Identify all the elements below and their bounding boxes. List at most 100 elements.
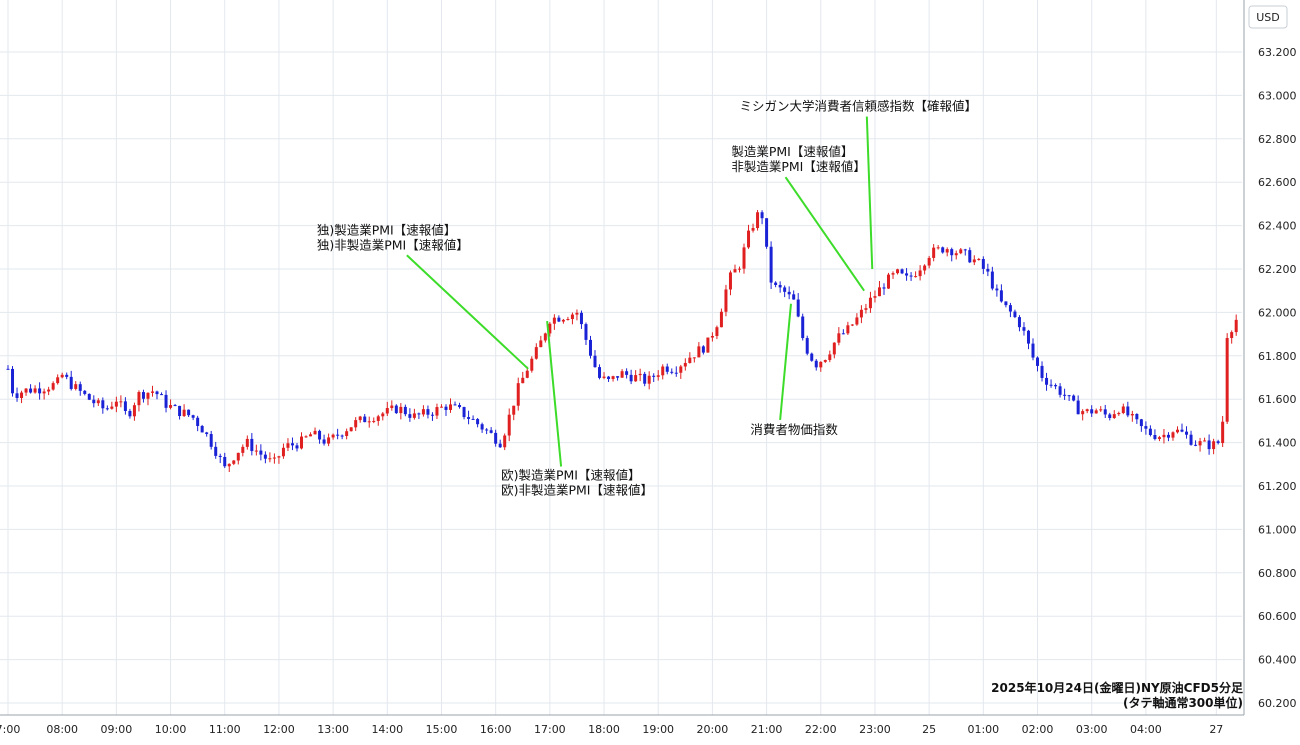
candle-body	[1081, 411, 1085, 415]
x-tick-label: 20:00	[697, 723, 729, 736]
grid	[0, 0, 1242, 715]
candle-body	[385, 408, 389, 414]
candle-body	[430, 414, 434, 416]
candle-body	[272, 457, 276, 459]
candle-body	[1144, 426, 1148, 429]
candle-body	[480, 424, 484, 430]
candle-body	[914, 276, 918, 278]
candle-body	[977, 259, 981, 261]
candle-body	[1212, 441, 1216, 450]
candle-body	[972, 259, 976, 263]
candle-body	[485, 429, 489, 431]
candle-body	[38, 388, 42, 394]
candle-body	[927, 257, 931, 266]
candle-body	[692, 357, 696, 359]
candle-body	[494, 432, 498, 444]
candle-body	[187, 409, 191, 416]
currency-unit-label: USD	[1256, 11, 1280, 24]
candle-body	[1090, 409, 1094, 414]
candle-body	[83, 390, 87, 394]
candle-body	[611, 376, 615, 380]
candle-body	[449, 404, 453, 410]
candle-body	[74, 384, 78, 389]
candle-body	[670, 371, 674, 373]
candle-body	[489, 430, 493, 433]
event-leader-line	[784, 176, 865, 292]
candle-body	[259, 450, 263, 455]
candle-body	[1108, 414, 1112, 418]
candle-body	[345, 431, 349, 437]
x-tick-label: 03:00	[1076, 723, 1108, 736]
event-annotation: ミシガン大学消費者信頼感指数【確報値】	[739, 99, 977, 270]
candle-body	[498, 443, 502, 448]
candle-body	[710, 335, 714, 338]
candle-body	[679, 366, 683, 373]
event-annotation-text: 欧)非製造業PMI【速報値】	[501, 482, 653, 497]
candle-body	[719, 311, 723, 328]
candle-body	[1040, 365, 1044, 378]
candle-body	[805, 338, 809, 354]
candle-body	[408, 414, 412, 418]
candle-body	[1189, 434, 1193, 445]
candle-body	[1058, 386, 1062, 395]
candle-body	[950, 249, 954, 256]
candle-body	[1008, 305, 1012, 312]
candle-body	[706, 337, 710, 353]
candle-body	[467, 417, 471, 419]
candle-body	[756, 212, 760, 229]
candle-body	[277, 456, 281, 458]
candle-body	[1139, 419, 1143, 427]
candle-body	[132, 405, 136, 417]
candle-body	[986, 268, 990, 272]
candle-body	[751, 228, 755, 231]
candle-body	[178, 405, 182, 417]
y-tick-label: 62.600	[1258, 176, 1297, 189]
x-tick-label: 16:00	[480, 723, 512, 736]
candle-body	[372, 420, 376, 422]
candle-body	[859, 309, 863, 318]
candle-body	[747, 230, 751, 248]
candle-body	[250, 438, 254, 452]
candle-body	[453, 404, 457, 406]
candle-body	[688, 357, 692, 363]
candle-body	[191, 415, 195, 418]
candle-body	[1049, 384, 1053, 386]
candle-body	[173, 405, 177, 407]
candle-body	[823, 360, 827, 362]
candle-body	[593, 355, 597, 368]
candle-body	[634, 375, 638, 382]
candle-body	[309, 434, 313, 437]
candle-body	[701, 346, 705, 353]
candle-body	[87, 393, 91, 400]
candle-body	[96, 400, 100, 404]
candle-body	[954, 253, 958, 256]
candle-body	[981, 259, 985, 269]
event-leader-line	[865, 116, 874, 270]
candle-body	[683, 362, 687, 367]
candle-body	[214, 446, 218, 456]
candle-body	[78, 384, 82, 391]
candle-body	[575, 312, 579, 315]
candle-body	[182, 409, 186, 417]
candle-body	[579, 312, 583, 325]
caption-line-2: (タテ軸通常300単位)	[1123, 695, 1243, 710]
candle-body	[60, 374, 64, 378]
candle-body	[146, 392, 150, 399]
candle-body	[65, 374, 69, 377]
y-tick-label: 62.400	[1258, 220, 1297, 233]
candle-body	[263, 454, 267, 459]
y-tick-label: 61.400	[1258, 437, 1297, 450]
event-annotation-text: 独)非製造業PMI【速報値】	[317, 237, 469, 252]
candle-body	[819, 361, 823, 368]
y-tick-label: 63.200	[1258, 46, 1297, 59]
y-tick-label: 60.600	[1258, 610, 1297, 623]
candle-body	[999, 290, 1003, 302]
y-tick-label: 61.800	[1258, 350, 1297, 363]
candle-body	[1121, 406, 1125, 414]
candle-body	[1194, 444, 1198, 446]
candle-body	[1099, 409, 1103, 411]
candle-body	[1207, 440, 1211, 450]
candle-body	[1126, 406, 1130, 416]
candle-body	[439, 406, 443, 408]
candle-body	[1094, 410, 1098, 414]
